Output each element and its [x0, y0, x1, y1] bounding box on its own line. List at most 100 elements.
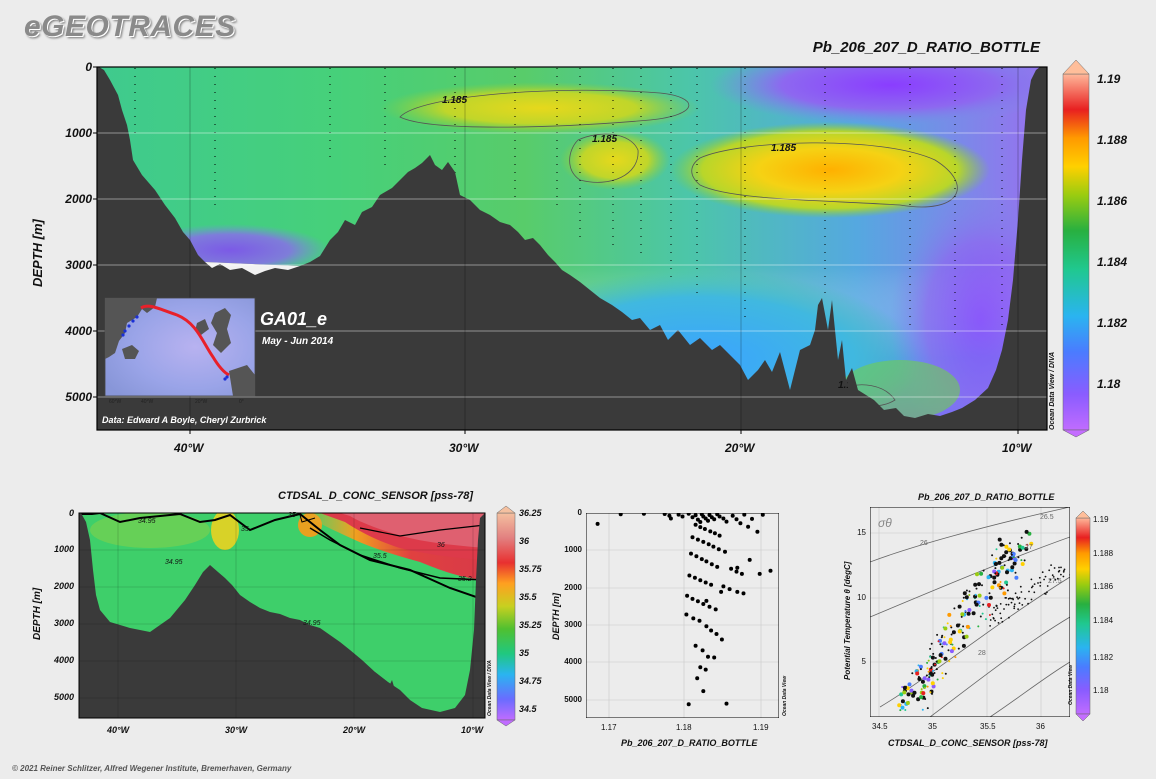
ts-isopycnal-label: 27.5: [1048, 578, 1062, 585]
ratio-point: [698, 578, 703, 583]
ts-point: [962, 625, 965, 628]
sal-contour-label: 36: [437, 542, 445, 549]
ts-point: [934, 663, 936, 666]
ratio-point: [715, 564, 720, 569]
sal-x-tick: 10°W: [461, 725, 484, 735]
ratio-point: [700, 648, 705, 653]
ts-point: [952, 630, 955, 633]
ts-point: [940, 636, 943, 639]
ts-point: [966, 611, 971, 616]
ts-point: [1058, 569, 1061, 572]
main-y-tick: 0: [85, 60, 92, 74]
ts-point: [1008, 542, 1011, 545]
ts-point: [981, 612, 984, 615]
main-y-tick: 3000: [65, 258, 92, 272]
ts-colorbar-tick: 1.19: [1093, 515, 1109, 524]
svg-text:60°W: 60°W: [109, 399, 122, 405]
ts-point: [1039, 585, 1042, 587]
ts-point: [971, 611, 976, 616]
ts-point: [943, 636, 946, 639]
ts-point: [991, 554, 994, 557]
ts-isopycnal-label: 27: [1025, 544, 1033, 551]
ratio-point: [712, 517, 717, 522]
ts-point: [901, 707, 904, 710]
ts-colorbar: [1075, 510, 1091, 722]
ratio-point: [695, 537, 700, 542]
ts-point: [942, 641, 947, 646]
ts-point: [1013, 607, 1016, 610]
ts-point: [999, 586, 1001, 589]
ratio-point: [698, 520, 703, 524]
main-x-tick: 20°W: [725, 441, 755, 455]
ts-point: [1063, 569, 1065, 572]
ts-point: [1033, 591, 1036, 594]
ts-colorbar-tick: 1.18: [1093, 686, 1109, 695]
ratio-point: [686, 513, 691, 516]
ts-point: [1018, 596, 1021, 599]
ratio-point: [709, 628, 714, 633]
ts-point: [921, 708, 924, 711]
sal-colorbar-tick: 35: [519, 648, 530, 658]
ts-point: [991, 613, 994, 616]
ratio-point: [690, 515, 695, 520]
ts-point: [941, 634, 944, 637]
ts-point: [1001, 620, 1004, 623]
ts-point: [992, 580, 997, 585]
ratio-point: [709, 562, 714, 567]
ts-point: [1004, 544, 1009, 549]
ratio-point: [719, 589, 724, 594]
ts-point: [1019, 585, 1022, 588]
ts-point: [995, 605, 998, 607]
ratio-point: [695, 599, 700, 604]
ts-point: [1014, 571, 1017, 574]
ts-point: [982, 569, 985, 572]
ratio-point: [755, 529, 760, 534]
ratio-x-tick: 1.17: [601, 723, 617, 732]
ts-point: [1049, 578, 1052, 581]
ratio-y-tick: 0: [577, 508, 582, 517]
ratio-profile-plot: [586, 513, 779, 718]
ratio-point: [641, 513, 646, 516]
ts-point: [975, 587, 978, 590]
ts-y-tick: 5: [861, 657, 866, 666]
cruise-id: GA01_e: [260, 309, 328, 329]
ts-point: [948, 660, 951, 663]
ts-point: [968, 594, 971, 596]
sal-contour-label: 35.5: [373, 553, 387, 560]
main-y-tick: 5000: [65, 390, 92, 404]
ratio-point: [708, 529, 713, 534]
ts-point: [978, 605, 981, 607]
ratio-point: [747, 557, 752, 562]
ratio-point: [699, 557, 704, 562]
ts-colorbar-tick: 1.186: [1093, 582, 1114, 591]
ratio-point: [727, 587, 732, 592]
ratio-y-ticks: 0 1000 2000 3000 4000 5000: [554, 508, 582, 718]
sal-y-ticks: 0 1000 2000 3000 4000 5000: [46, 506, 74, 716]
ts-point: [1030, 578, 1033, 581]
sal-colorbar-tick: 35.75: [519, 564, 542, 574]
ts-point: [1041, 571, 1044, 574]
ts-point: [960, 612, 965, 617]
ratio-point: [704, 624, 709, 629]
ratio-point: [712, 655, 717, 660]
colorbar-tick: 1.182: [1097, 316, 1128, 330]
sal-contour-label: 34.95: [138, 518, 156, 525]
ts-point: [1009, 568, 1014, 573]
ts-point: [902, 690, 907, 695]
ratio-point: [734, 517, 739, 522]
ratio-y-tick: 5000: [564, 695, 582, 704]
ts-point: [1013, 603, 1016, 606]
ts-point: [1017, 597, 1019, 600]
ts-point: [1024, 597, 1026, 600]
inset-map-panel: 60°W 40°W 20°W 0° Data: Edward A Boyle, Che…: [97, 293, 266, 430]
ts-point: [917, 664, 920, 667]
ts-point: [926, 707, 929, 710]
ts-point: [917, 677, 922, 681]
ratio-point: [724, 519, 729, 524]
ts-point: [1024, 529, 1029, 534]
odv-credit-ratio: Ocean Data View: [782, 675, 788, 716]
ts-point: [982, 603, 985, 606]
ts-isopycnal-label: 26: [920, 540, 928, 547]
ts-point: [899, 692, 904, 697]
ts-point: [1053, 567, 1056, 569]
